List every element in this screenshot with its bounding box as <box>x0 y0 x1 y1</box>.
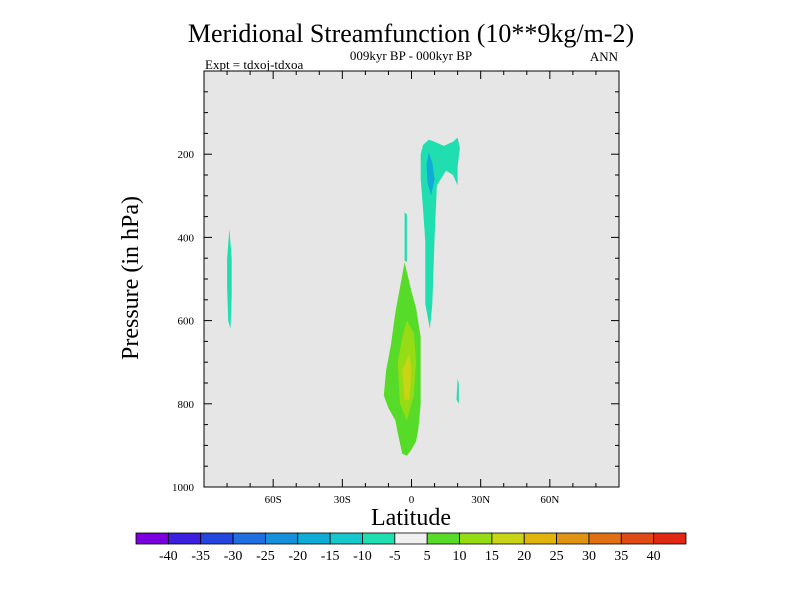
y-axis-label: Pressure (in hPa) <box>118 196 144 360</box>
colorbar-label: -30 <box>224 549 243 564</box>
colorbar-label: -5 <box>389 549 401 564</box>
colorbar-label: 40 <box>647 549 661 564</box>
colorbar-label: 15 <box>485 549 499 564</box>
colorbar-swatch <box>329 532 363 545</box>
colorbar-swatch <box>588 532 622 545</box>
colorbar-swatch <box>167 532 202 545</box>
contour-small-negative-spot <box>456 378 459 404</box>
x-tick-label: 0 <box>409 494 415 506</box>
colorbar-label: -25 <box>256 549 275 564</box>
y-tick-label: 200 <box>178 149 195 161</box>
colorbar-label: -15 <box>321 549 340 564</box>
contour-upper-tropospheric-core <box>426 152 435 196</box>
colorbar-swatch <box>362 532 396 545</box>
chart-subtitle: 009kyr BP - 000kyr BP <box>350 48 472 63</box>
colorbar-swatch <box>297 532 331 545</box>
colorbar-label: -40 <box>159 549 178 564</box>
y-tick-label: 400 <box>178 232 195 244</box>
colorbar-swatch <box>200 532 234 545</box>
colorbar-swatch <box>556 532 590 545</box>
colorbar-swatch <box>620 532 655 545</box>
y-tick-label: 1000 <box>172 482 195 494</box>
x-tick-label: 30S <box>334 494 351 506</box>
experiment-label: Expt = tdxoj-tdxoa <box>205 57 304 72</box>
colorbar-swatch <box>653 532 687 545</box>
colorbar-swatch <box>426 532 460 545</box>
x-tick-label: 60N <box>540 494 559 506</box>
colorbar-swatch <box>135 532 169 545</box>
colorbar-swatch <box>394 532 428 545</box>
colorbar-label: 5 <box>424 549 431 564</box>
colorbar-swatch <box>459 532 493 545</box>
colorbar-swatch <box>232 532 266 545</box>
colorbar-swatch <box>523 532 557 545</box>
axis-ticks: 60S 30S 0 30N 60N 200 400 600 800 1000 <box>172 71 619 506</box>
x-axis-label: Latitude <box>371 505 451 531</box>
contour-lower-tropospheric-inner-core <box>402 353 412 400</box>
colorbar-label: 35 <box>614 549 628 564</box>
colorbar-swatch <box>265 532 299 545</box>
y-tick-label: 600 <box>178 316 195 328</box>
colorbar-label: 10 <box>453 549 467 564</box>
colorbar-label: 20 <box>517 549 531 564</box>
colorbar-label: 25 <box>550 549 564 564</box>
colorbar-label: -10 <box>353 549 372 564</box>
contour-southern-hemisphere-negative-cell <box>227 229 232 329</box>
y-tick-label: 800 <box>178 399 195 411</box>
x-tick-label: 60S <box>265 494 282 506</box>
colorbar: -40 -35 -30 -25 -20 -15 -10 -5 5 10 15 20 25 30 35 40 <box>135 532 687 564</box>
contour-layer <box>227 137 460 456</box>
x-tick-label: 30N <box>471 494 490 506</box>
colorbar-label: -35 <box>191 549 210 564</box>
colorbar-label: -20 <box>288 549 307 564</box>
chart-title: Meridional Streamfunction (10**9kg/m-2) <box>188 19 634 48</box>
season-label: ANN <box>590 49 619 64</box>
colorbar-label: 30 <box>582 549 596 564</box>
contour-thin-negative-sliver <box>404 212 407 263</box>
colorbar-swatch <box>491 532 525 545</box>
